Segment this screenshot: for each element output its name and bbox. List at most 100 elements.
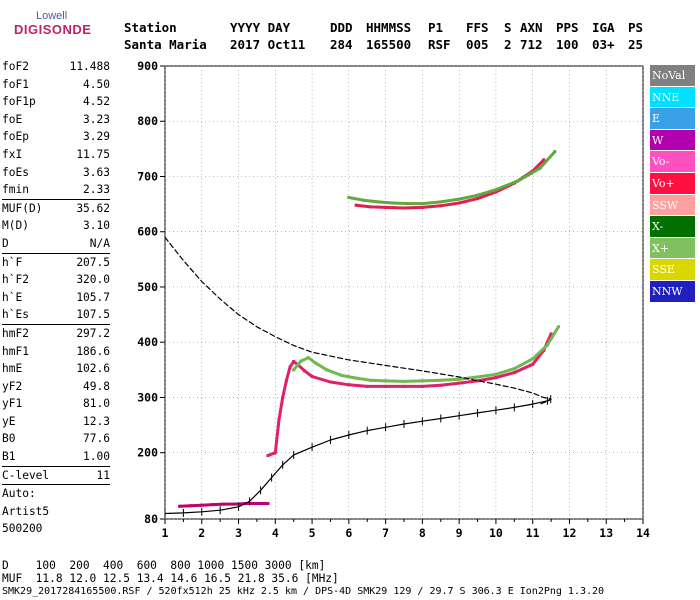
logo-lowell-text: Lowell bbox=[36, 10, 68, 22]
header-label-ffs: FFS bbox=[466, 20, 489, 35]
param-separator bbox=[2, 323, 110, 325]
data-point-vo bbox=[512, 371, 516, 375]
data-point-x bbox=[384, 379, 388, 383]
data-point-x bbox=[306, 356, 310, 360]
header-value-s: 2 bbox=[504, 37, 512, 52]
x-tick-label: 4 bbox=[272, 526, 279, 540]
data-point-x bbox=[325, 368, 329, 372]
param-name: foE bbox=[2, 112, 23, 126]
data-point-f2-echo-x bbox=[439, 200, 443, 204]
param-value: 4.52 bbox=[83, 95, 110, 109]
x-tick-label: 10 bbox=[489, 526, 503, 540]
polarization-legend: NoVal NNE E W Vo- Vo+ SSW X- X+ SSE NNW bbox=[650, 65, 695, 303]
header-value-pps: 100 bbox=[556, 37, 579, 52]
header-value-ps: 25 bbox=[628, 37, 644, 52]
param-name: M(D) bbox=[2, 219, 29, 233]
legend-item-e: E bbox=[650, 108, 695, 130]
data-point-x bbox=[314, 361, 318, 365]
param-name: Artist5 bbox=[2, 504, 50, 518]
x-tick-label: 12 bbox=[563, 526, 577, 540]
data-point-f2-echo-vo bbox=[457, 201, 461, 205]
data-point-es-trace bbox=[189, 504, 193, 508]
data-point-f2-echo-x bbox=[406, 202, 410, 206]
param-value: 11.75 bbox=[76, 147, 110, 161]
param-name: MUF(D) bbox=[2, 201, 43, 215]
param-value: 107.5 bbox=[76, 308, 110, 322]
param-row: h`F2 320.0 bbox=[2, 271, 110, 289]
param-value: 49.8 bbox=[83, 379, 110, 393]
data-point-vo bbox=[310, 374, 314, 378]
y-tick-label: 500 bbox=[137, 280, 158, 294]
data-point-vo bbox=[476, 379, 480, 383]
param-row: foF1p 4.52 bbox=[2, 93, 110, 111]
param-value: 81.0 bbox=[83, 397, 110, 411]
series-x bbox=[292, 325, 560, 383]
data-point-f2-echo-x bbox=[538, 166, 542, 170]
data-point-vo bbox=[347, 383, 351, 387]
header-value-station: Santa Maria bbox=[124, 37, 207, 52]
param-row: foF2 11.488 bbox=[2, 58, 110, 76]
param-row: h`E 105.7 bbox=[2, 289, 110, 307]
y-tick-label: 600 bbox=[137, 225, 158, 239]
header-label-axn: AXN bbox=[520, 20, 543, 35]
param-row: B1 1.00 bbox=[2, 448, 110, 466]
param-row: hmF1 186.6 bbox=[2, 343, 110, 361]
data-point-x bbox=[531, 357, 535, 361]
param-value: 12.3 bbox=[83, 414, 110, 428]
param-value: 4.50 bbox=[83, 77, 110, 91]
x-tick-label: 9 bbox=[456, 526, 463, 540]
param-name: hmE bbox=[2, 362, 23, 376]
param-row: fmin 2.33 bbox=[2, 181, 110, 199]
data-point-vo bbox=[328, 380, 332, 384]
param-name: Auto: bbox=[2, 487, 36, 501]
param-row: fxI 11.75 bbox=[2, 146, 110, 164]
y-tick-label: 400 bbox=[137, 335, 158, 349]
param-row: MUF(D) 35.62 bbox=[2, 200, 110, 218]
data-point-f2-echo-x bbox=[494, 188, 498, 192]
param-row: h`F 207.5 bbox=[2, 254, 110, 272]
param-row: yF1 81.0 bbox=[2, 395, 110, 413]
data-point-f2-echo-vo bbox=[476, 197, 480, 201]
x-tick-label: 6 bbox=[345, 526, 352, 540]
param-value: 3.29 bbox=[83, 130, 110, 144]
legend-item-noval: NoVal bbox=[650, 65, 695, 87]
data-point-vo bbox=[365, 384, 369, 388]
data-point-f2-echo-x bbox=[457, 197, 461, 201]
data-point-vo bbox=[288, 365, 292, 369]
header-label-ps: PS bbox=[628, 20, 644, 35]
param-row: hmE 102.6 bbox=[2, 360, 110, 378]
data-point-f2-echo-vo bbox=[354, 203, 358, 207]
param-name: fmin bbox=[2, 183, 29, 197]
header-label-yyyy-day: YYYY DAY bbox=[230, 20, 291, 35]
header-label-s: S bbox=[504, 20, 512, 35]
series-profile bbox=[164, 398, 552, 515]
series-vo bbox=[266, 332, 553, 457]
data-point-es-trace bbox=[233, 502, 237, 506]
data-point-f2-echo-vo bbox=[494, 190, 498, 194]
param-name: C-level bbox=[2, 468, 50, 482]
data-point-x bbox=[369, 378, 373, 382]
param-name: h`F2 bbox=[2, 273, 29, 287]
header-value-axn: 712 bbox=[520, 37, 543, 52]
x-tick-label: 13 bbox=[599, 526, 613, 540]
y-tick-label: 800 bbox=[137, 114, 158, 128]
param-row: foF1 4.50 bbox=[2, 76, 110, 94]
param-value: 297.2 bbox=[76, 326, 110, 340]
param-value: 102.6 bbox=[76, 362, 110, 376]
data-point-vo bbox=[457, 381, 461, 385]
param-value: N/A bbox=[89, 236, 110, 250]
param-name: hmF2 bbox=[2, 326, 29, 340]
data-point-x bbox=[292, 368, 296, 372]
header-label-ddd: DDD bbox=[330, 20, 353, 35]
param-value: 3.10 bbox=[83, 219, 110, 233]
param-value: 77.6 bbox=[83, 432, 110, 446]
param-name: h`E bbox=[2, 290, 23, 304]
param-value: 2.33 bbox=[83, 183, 110, 197]
header-label-iga: IGA bbox=[592, 20, 615, 35]
data-point-x bbox=[556, 325, 560, 329]
param-name: foF2 bbox=[2, 60, 29, 73]
data-point-x bbox=[354, 376, 358, 380]
data-point-x bbox=[476, 375, 480, 379]
param-name: B1 bbox=[2, 450, 16, 464]
param-name: h`F bbox=[2, 255, 23, 269]
